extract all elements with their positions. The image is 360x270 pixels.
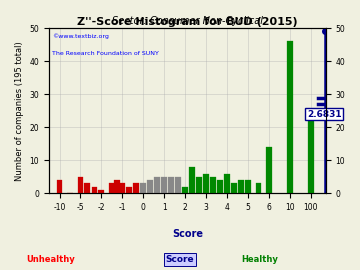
Bar	[77, 177, 84, 193]
Bar	[182, 187, 188, 193]
Bar	[85, 184, 90, 193]
Bar	[210, 177, 216, 193]
Bar	[147, 180, 153, 193]
Bar	[154, 177, 160, 193]
Bar	[114, 180, 120, 193]
Bar	[308, 117, 314, 193]
Bar	[161, 177, 167, 193]
Title: Z''-Score Histogram for BUD (2015): Z''-Score Histogram for BUD (2015)	[77, 17, 298, 27]
Text: ©www.textbiz.org: ©www.textbiz.org	[52, 33, 109, 39]
Bar	[140, 184, 146, 193]
Bar	[203, 174, 209, 193]
Bar	[224, 174, 230, 193]
Bar	[175, 177, 181, 193]
Bar	[99, 190, 104, 193]
Bar	[168, 177, 174, 193]
Bar	[217, 180, 223, 193]
Text: Healthy: Healthy	[241, 255, 278, 264]
Text: Score: Score	[166, 255, 194, 264]
Bar	[57, 180, 62, 193]
Bar	[231, 184, 237, 193]
Y-axis label: Number of companies (195 total): Number of companies (195 total)	[15, 41, 24, 181]
Bar	[134, 184, 139, 193]
Bar	[238, 180, 244, 193]
Bar	[287, 41, 293, 193]
Bar	[196, 177, 202, 193]
Bar	[109, 184, 115, 193]
Bar	[91, 187, 98, 193]
Bar	[126, 187, 132, 193]
Text: 2.6831: 2.6831	[307, 110, 341, 119]
Text: Unhealthy: Unhealthy	[26, 255, 75, 264]
Text: The Research Foundation of SUNY: The Research Foundation of SUNY	[52, 51, 159, 56]
Bar	[256, 184, 261, 193]
Bar	[189, 167, 195, 193]
X-axis label: Score: Score	[172, 229, 203, 239]
Bar	[266, 147, 272, 193]
Bar	[245, 180, 251, 193]
Bar	[120, 184, 125, 193]
Text: Sector: Consumer Non-Cyclical: Sector: Consumer Non-Cyclical	[112, 16, 263, 26]
